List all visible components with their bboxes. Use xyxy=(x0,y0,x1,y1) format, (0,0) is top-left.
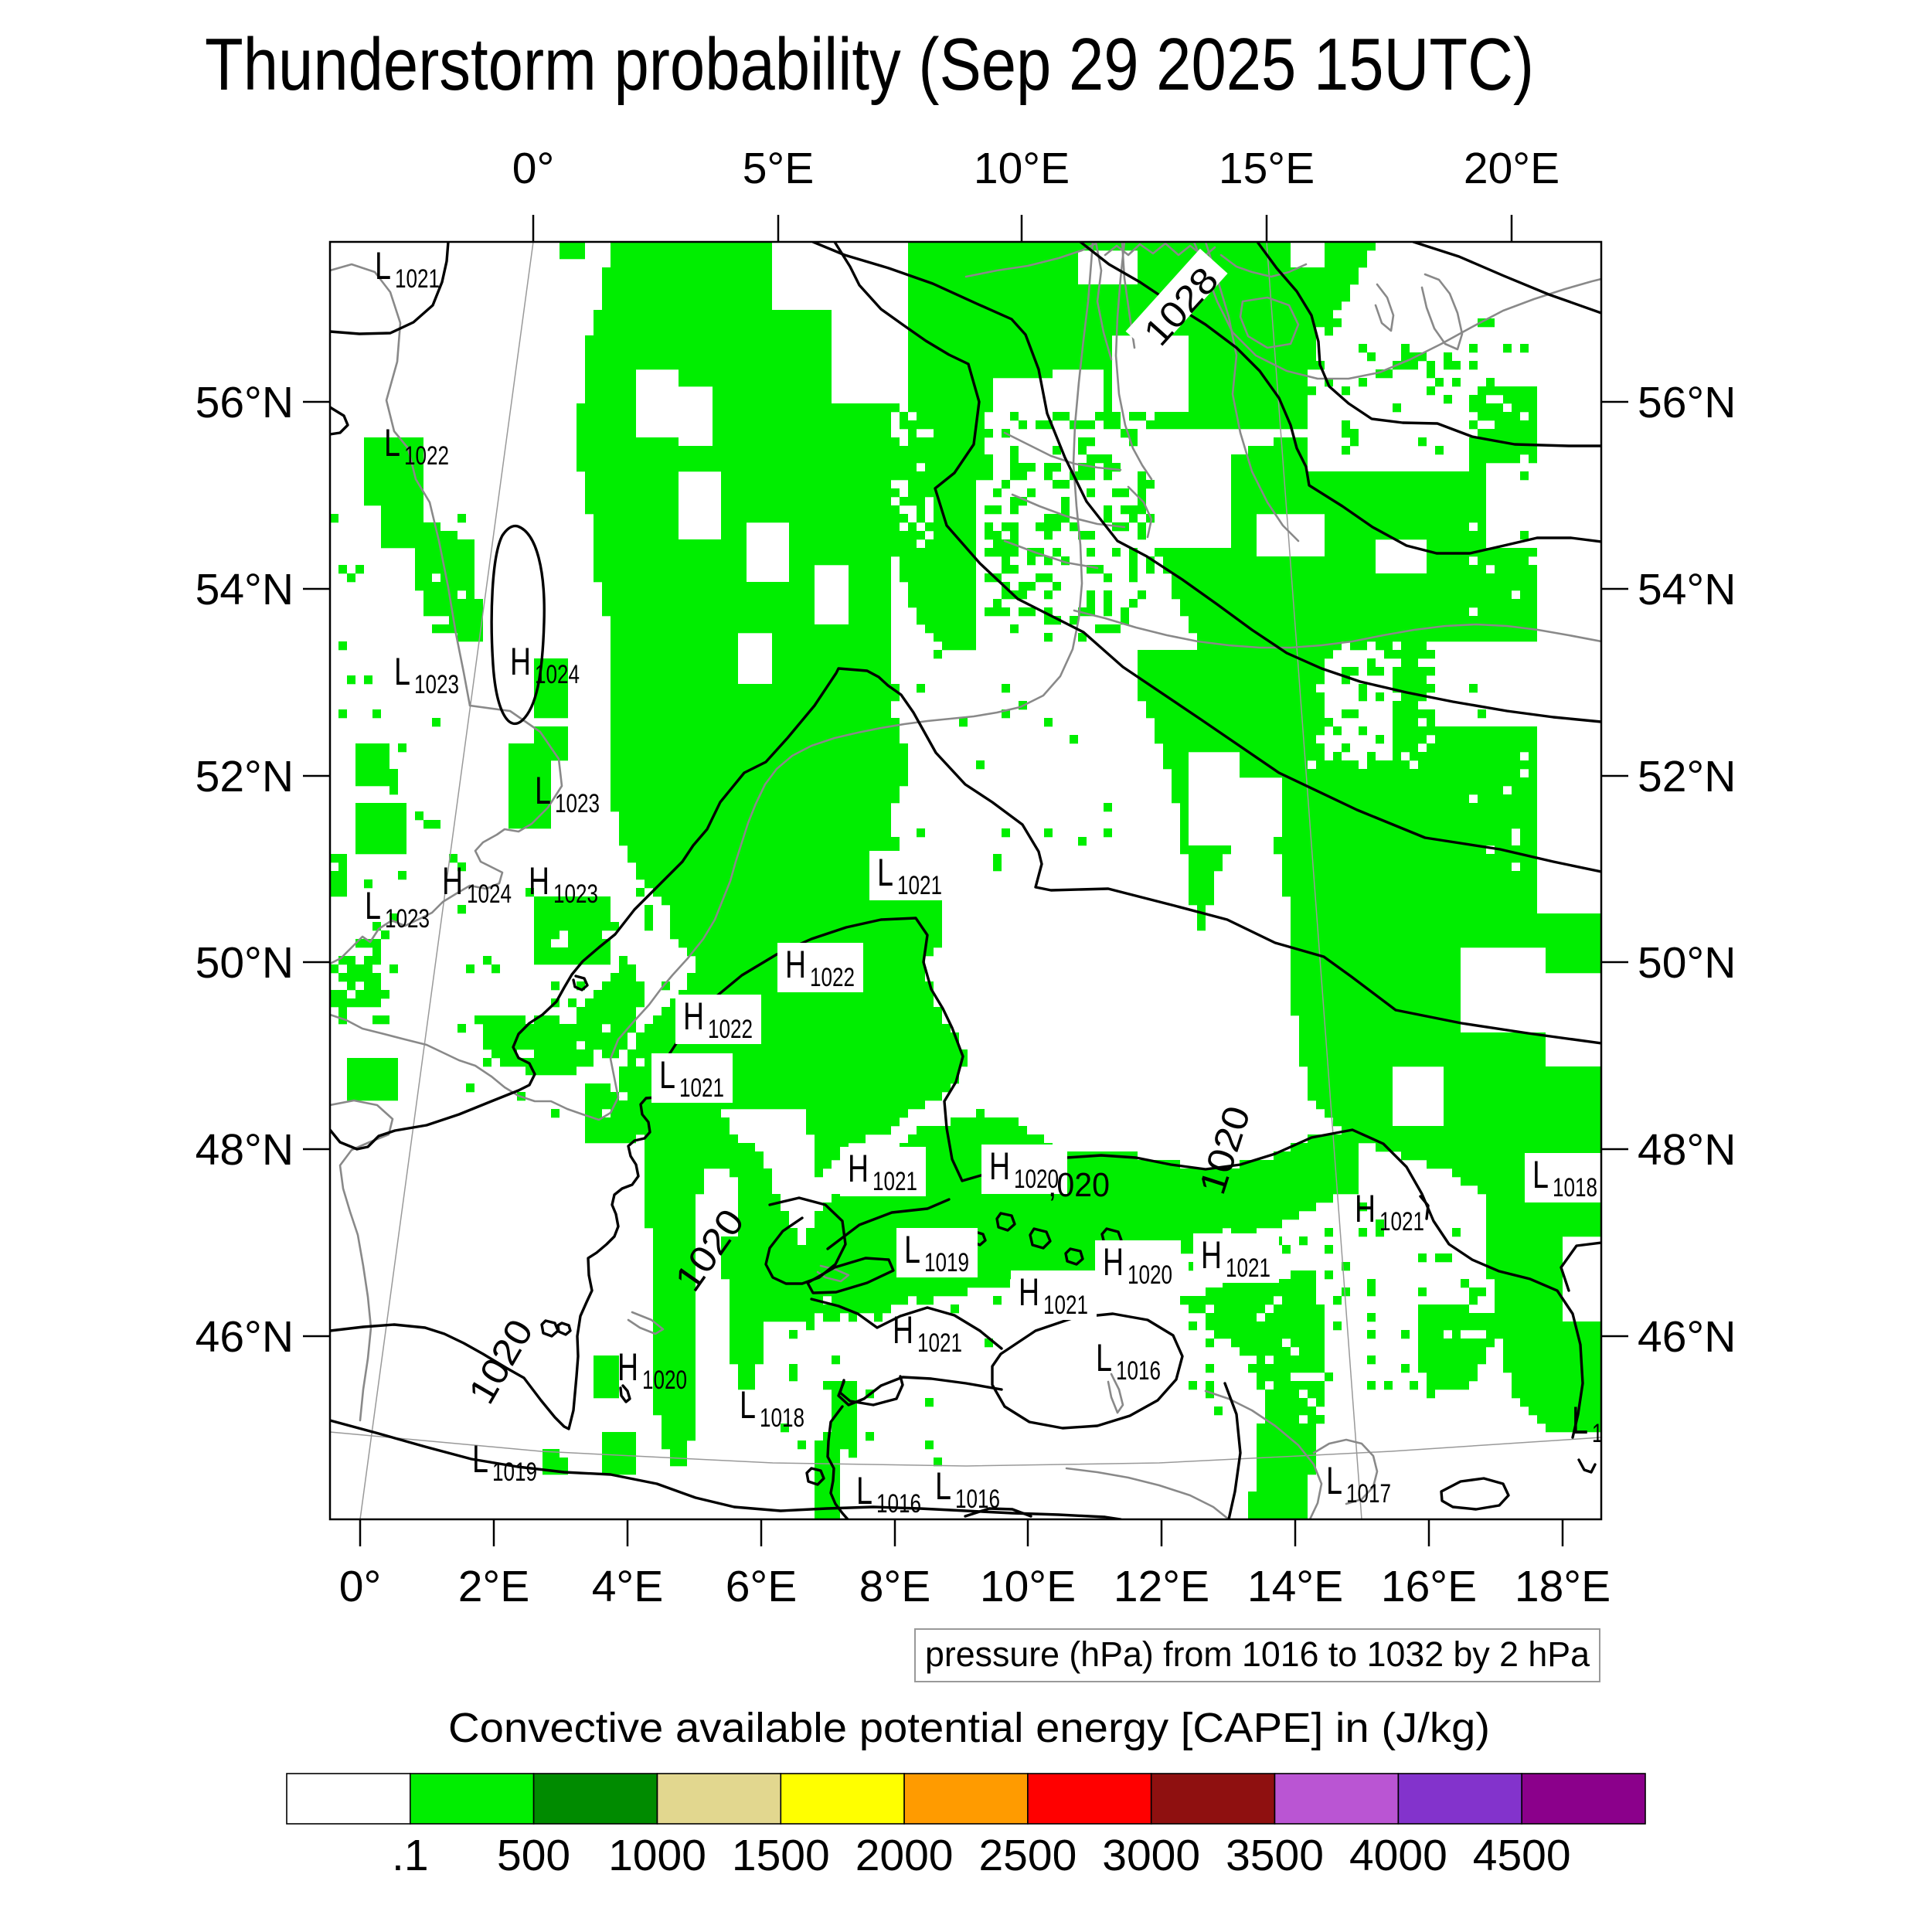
svg-text:L: L xyxy=(384,421,400,464)
svg-text:8°E: 8°E xyxy=(859,1562,931,1611)
svg-text:pressure (hPa) from 1016 to 10: pressure (hPa) from 1016 to 1032 by 2 hP… xyxy=(925,1634,1590,1674)
svg-text:0°: 0° xyxy=(512,144,555,193)
svg-text:10°E: 10°E xyxy=(980,1562,1076,1611)
svg-text:Convective available potential: Convective available potential energy [C… xyxy=(448,1705,1490,1751)
svg-text:4500: 4500 xyxy=(1473,1831,1571,1880)
svg-text:1023: 1023 xyxy=(555,789,600,818)
svg-text:0°: 0° xyxy=(339,1562,382,1611)
svg-text:14°E: 14°E xyxy=(1247,1562,1343,1611)
svg-text:52°N: 52°N xyxy=(196,752,294,801)
svg-text:20°E: 20°E xyxy=(1464,144,1560,193)
svg-text:1024: 1024 xyxy=(535,660,580,689)
svg-text:1023: 1023 xyxy=(414,670,459,699)
svg-text:L: L xyxy=(1572,1399,1588,1442)
svg-text:H: H xyxy=(989,1145,1010,1188)
svg-text:1000: 1000 xyxy=(608,1831,706,1880)
svg-text:46°N: 46°N xyxy=(196,1312,294,1362)
svg-text:4000: 4000 xyxy=(1349,1831,1447,1880)
svg-text:1021: 1021 xyxy=(897,871,942,900)
svg-text:1: 1 xyxy=(1592,1419,1603,1448)
svg-text:1018: 1018 xyxy=(760,1403,804,1433)
svg-text:1500: 1500 xyxy=(732,1831,830,1880)
svg-text:1021: 1021 xyxy=(395,264,440,294)
svg-text:H: H xyxy=(683,995,704,1038)
svg-text:16°E: 16°E xyxy=(1381,1562,1477,1611)
svg-text:54°N: 54°N xyxy=(1638,565,1736,614)
svg-text:1021: 1021 xyxy=(679,1073,724,1103)
svg-text:H: H xyxy=(893,1308,913,1352)
svg-text:H: H xyxy=(848,1147,869,1190)
svg-text:H: H xyxy=(1019,1270,1039,1314)
svg-text:L: L xyxy=(472,1437,488,1481)
svg-text:L: L xyxy=(1326,1459,1342,1502)
svg-text:2500: 2500 xyxy=(978,1831,1077,1880)
svg-text:H: H xyxy=(1103,1240,1124,1284)
svg-text:1022: 1022 xyxy=(810,963,855,992)
svg-text:18°E: 18°E xyxy=(1515,1562,1611,1611)
svg-text:L: L xyxy=(365,884,381,927)
svg-text:1023: 1023 xyxy=(385,904,430,934)
svg-text:1021: 1021 xyxy=(1043,1291,1088,1320)
svg-text:500: 500 xyxy=(497,1831,570,1880)
svg-text:,020: ,020 xyxy=(1048,1166,1110,1204)
svg-text:56°N: 56°N xyxy=(196,378,294,427)
svg-text:2°E: 2°E xyxy=(458,1562,530,1611)
svg-text:.1: .1 xyxy=(392,1831,429,1880)
svg-text:50°N: 50°N xyxy=(196,938,294,988)
svg-text:46°N: 46°N xyxy=(1638,1312,1736,1362)
svg-text:1021: 1021 xyxy=(917,1328,962,1358)
svg-text:1021: 1021 xyxy=(872,1167,917,1196)
svg-text:L: L xyxy=(659,1053,675,1097)
svg-text:1016: 1016 xyxy=(1116,1356,1161,1386)
svg-text:4°E: 4°E xyxy=(592,1562,664,1611)
svg-text:1021: 1021 xyxy=(1226,1253,1270,1283)
svg-text:1019: 1019 xyxy=(492,1458,537,1487)
svg-text:1023: 1023 xyxy=(553,879,598,909)
svg-text:H: H xyxy=(442,859,463,903)
svg-text:H: H xyxy=(529,859,549,903)
svg-text:12°E: 12°E xyxy=(1114,1562,1209,1611)
svg-text:1018: 1018 xyxy=(1553,1173,1597,1202)
svg-text:5°E: 5°E xyxy=(743,144,815,193)
svg-text:1020: 1020 xyxy=(642,1366,687,1395)
svg-text:1022: 1022 xyxy=(708,1015,753,1044)
svg-text:L: L xyxy=(394,650,410,693)
svg-text:1022: 1022 xyxy=(404,441,449,471)
svg-text:H: H xyxy=(617,1345,638,1389)
svg-text:56°N: 56°N xyxy=(1638,378,1736,427)
svg-text:1017: 1017 xyxy=(1346,1479,1391,1509)
svg-text:48°N: 48°N xyxy=(1638,1125,1736,1175)
svg-text:10°E: 10°E xyxy=(974,144,1070,193)
svg-text:1016: 1016 xyxy=(955,1485,1000,1514)
svg-text:3000: 3000 xyxy=(1102,1831,1200,1880)
svg-text:1020: 1020 xyxy=(1014,1165,1059,1194)
svg-text:H: H xyxy=(510,640,531,683)
svg-text:54°N: 54°N xyxy=(196,565,294,614)
svg-text:52°N: 52°N xyxy=(1638,752,1736,801)
svg-text:6°E: 6°E xyxy=(726,1562,798,1611)
svg-text:50°N: 50°N xyxy=(1638,938,1736,988)
svg-text:Thunderstorm probability (Sep: Thunderstorm probability (Sep 29 2025 15… xyxy=(205,23,1534,106)
svg-text:15°E: 15°E xyxy=(1219,144,1315,193)
svg-text:L: L xyxy=(1096,1336,1112,1379)
svg-text:L: L xyxy=(935,1464,951,1508)
svg-text:L: L xyxy=(535,769,551,812)
svg-text:1016: 1016 xyxy=(876,1489,921,1519)
svg-text:2000: 2000 xyxy=(855,1831,954,1880)
svg-text:L: L xyxy=(904,1228,920,1271)
svg-text:1024: 1024 xyxy=(467,879,512,909)
svg-text:H: H xyxy=(785,943,806,986)
svg-text:L: L xyxy=(877,851,893,894)
svg-text:L: L xyxy=(1532,1153,1549,1196)
svg-text:1021: 1021 xyxy=(1379,1207,1424,1236)
svg-text:48°N: 48°N xyxy=(196,1125,294,1175)
svg-text:H: H xyxy=(1201,1233,1222,1277)
svg-text:3500: 3500 xyxy=(1226,1831,1324,1880)
svg-text:L: L xyxy=(856,1469,872,1512)
svg-text:1019: 1019 xyxy=(924,1248,969,1277)
svg-text:1020: 1020 xyxy=(1128,1260,1172,1290)
svg-text:L: L xyxy=(740,1383,756,1427)
svg-text:H: H xyxy=(1355,1187,1376,1230)
svg-text:L: L xyxy=(375,244,391,287)
